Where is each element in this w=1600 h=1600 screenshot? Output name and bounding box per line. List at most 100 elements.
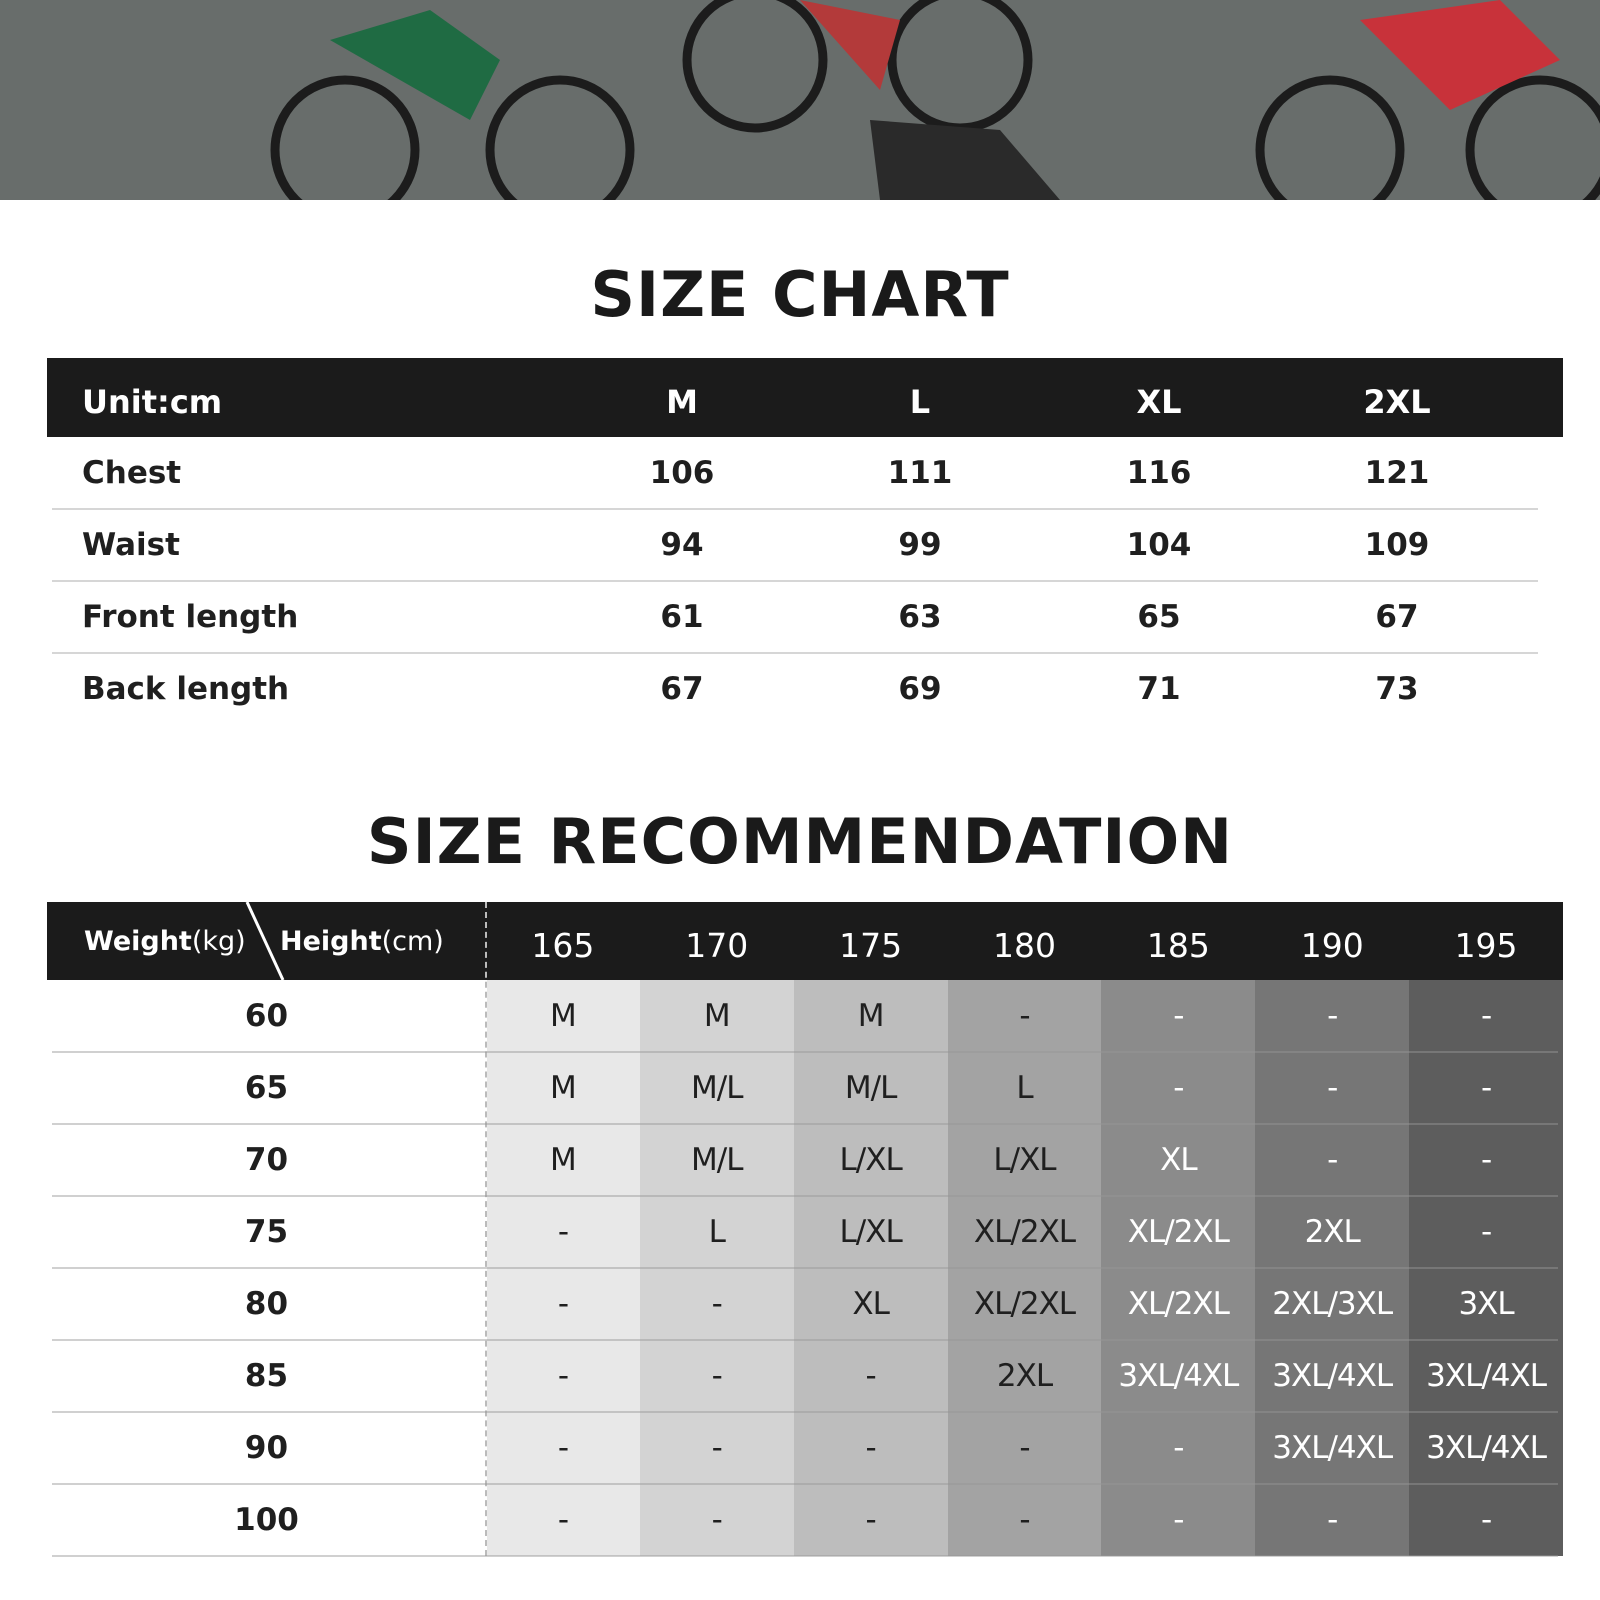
size-cell: - xyxy=(1480,1214,1492,1250)
weight-label: 85 xyxy=(244,1358,289,1394)
size-cell: - xyxy=(711,1358,723,1394)
table-cell: 71 xyxy=(1137,671,1181,707)
size-cell: - xyxy=(711,1430,723,1466)
size-cell: - xyxy=(1480,998,1492,1034)
size-cell: - xyxy=(1327,1502,1338,1538)
row-label: Chest xyxy=(82,455,182,491)
weight-label: 75 xyxy=(244,1214,289,1250)
size-cell: - xyxy=(711,1502,723,1538)
row-separator xyxy=(52,1195,1558,1197)
size-cell: - xyxy=(711,1286,723,1322)
size-cell: - xyxy=(557,1286,569,1322)
size-cell: M/L xyxy=(691,1070,743,1106)
size-cell: 2XL/3XL xyxy=(1272,1286,1393,1322)
size-cell: - xyxy=(557,1358,569,1394)
table-cell: 69 xyxy=(898,671,942,707)
size-cell: XL xyxy=(1160,1142,1198,1178)
size-cell: M xyxy=(550,998,577,1034)
corner-label: Weight (kg) xyxy=(84,902,246,980)
size-cell: 3XL xyxy=(1458,1286,1514,1322)
size-cell: 3XL/4XL xyxy=(1272,1358,1393,1394)
height-header: 195 xyxy=(1454,925,1518,965)
header-cell: Unit:cm xyxy=(82,382,223,421)
size-cell: 2XL xyxy=(1304,1214,1361,1250)
size-cell: - xyxy=(557,1214,569,1250)
size-cell: - xyxy=(1327,1142,1338,1178)
table-cell: 63 xyxy=(898,599,942,635)
banner-photo xyxy=(0,0,1600,200)
table-cell: 116 xyxy=(1126,455,1192,491)
row-separator xyxy=(52,508,1538,510)
size-cell: - xyxy=(1173,1502,1184,1538)
column-shade xyxy=(487,980,641,1556)
corner-label-unit: (kg) xyxy=(191,925,246,957)
row-separator xyxy=(52,1267,1558,1269)
size-cell: - xyxy=(865,1358,877,1394)
table-cell: 61 xyxy=(660,599,704,635)
size-cell: - xyxy=(1019,998,1030,1034)
size-cell: L xyxy=(1016,1070,1033,1106)
row-separator xyxy=(52,1339,1558,1341)
weight-label: 65 xyxy=(244,1070,289,1106)
table-cell: 121 xyxy=(1364,455,1430,491)
size-cell: XL/2XL xyxy=(1127,1214,1230,1250)
size-cell: L/XL xyxy=(839,1142,903,1178)
height-header: 170 xyxy=(685,925,749,965)
table-cell: 67 xyxy=(1375,599,1419,635)
size-cell: 2XL xyxy=(996,1358,1053,1394)
row-label: Front length xyxy=(82,599,299,635)
corner-diagonal xyxy=(245,902,285,980)
table-cell: 109 xyxy=(1364,527,1430,563)
size-cell: 3XL/4XL xyxy=(1426,1358,1547,1394)
table-cell: 67 xyxy=(660,671,704,707)
corner-label-name: Weight xyxy=(84,925,192,957)
height-header: 185 xyxy=(1146,925,1210,965)
height-header: 180 xyxy=(992,925,1056,965)
table-cell: 104 xyxy=(1126,527,1192,563)
row-separator xyxy=(52,1051,1558,1053)
table-cell: 99 xyxy=(898,527,942,563)
weight-label: 90 xyxy=(244,1430,289,1466)
column-shade xyxy=(1101,980,1256,1556)
table-cell: 65 xyxy=(1137,599,1181,635)
size-cell: - xyxy=(1480,1502,1492,1538)
header-cell: M xyxy=(666,382,698,421)
size-recommendation-title: SIZE RECOMMENDATION xyxy=(366,805,1234,878)
size-cell: 3XL/4XL xyxy=(1272,1430,1393,1466)
size-cell: XL/2XL xyxy=(1127,1286,1230,1322)
size-cell: XL/2XL xyxy=(973,1286,1076,1322)
size-cell: - xyxy=(1173,1070,1184,1106)
size-chart-title: SIZE CHART xyxy=(590,258,1010,331)
size-cell: L xyxy=(708,1214,726,1250)
size-cell: L/XL xyxy=(993,1142,1056,1178)
row-separator xyxy=(52,580,1538,582)
table-cell: 94 xyxy=(660,527,704,563)
row-separator xyxy=(52,652,1538,654)
weight-label: 70 xyxy=(244,1142,289,1178)
size-cell: M xyxy=(550,1070,577,1106)
table-cell: 111 xyxy=(887,455,953,491)
header-cell: 2XL xyxy=(1363,382,1431,421)
header-cell: L xyxy=(909,382,931,421)
column-shade xyxy=(947,980,1102,1556)
height-header: 190 xyxy=(1300,925,1364,965)
height-header: 175 xyxy=(839,925,903,965)
size-cell: M xyxy=(550,1142,577,1178)
corner-label-name: Height xyxy=(280,925,382,957)
size-cell: - xyxy=(1327,998,1338,1034)
row-label: Back length xyxy=(82,671,290,707)
size-cell: - xyxy=(557,1502,569,1538)
table-cell: 106 xyxy=(649,455,715,491)
size-cell: - xyxy=(1327,1070,1338,1106)
size-cell: M xyxy=(857,998,885,1034)
size-cell: - xyxy=(1173,998,1184,1034)
corner-label-unit: (cm) xyxy=(381,925,444,957)
row-separator xyxy=(52,1123,1558,1125)
size-cell: - xyxy=(1480,1142,1492,1178)
size-cell: - xyxy=(1480,1070,1492,1106)
row-separator xyxy=(52,1483,1558,1485)
size-cell: 3XL/4XL xyxy=(1118,1358,1239,1394)
size-cell: XL/2XL xyxy=(973,1214,1076,1250)
header-bar xyxy=(47,902,1563,980)
